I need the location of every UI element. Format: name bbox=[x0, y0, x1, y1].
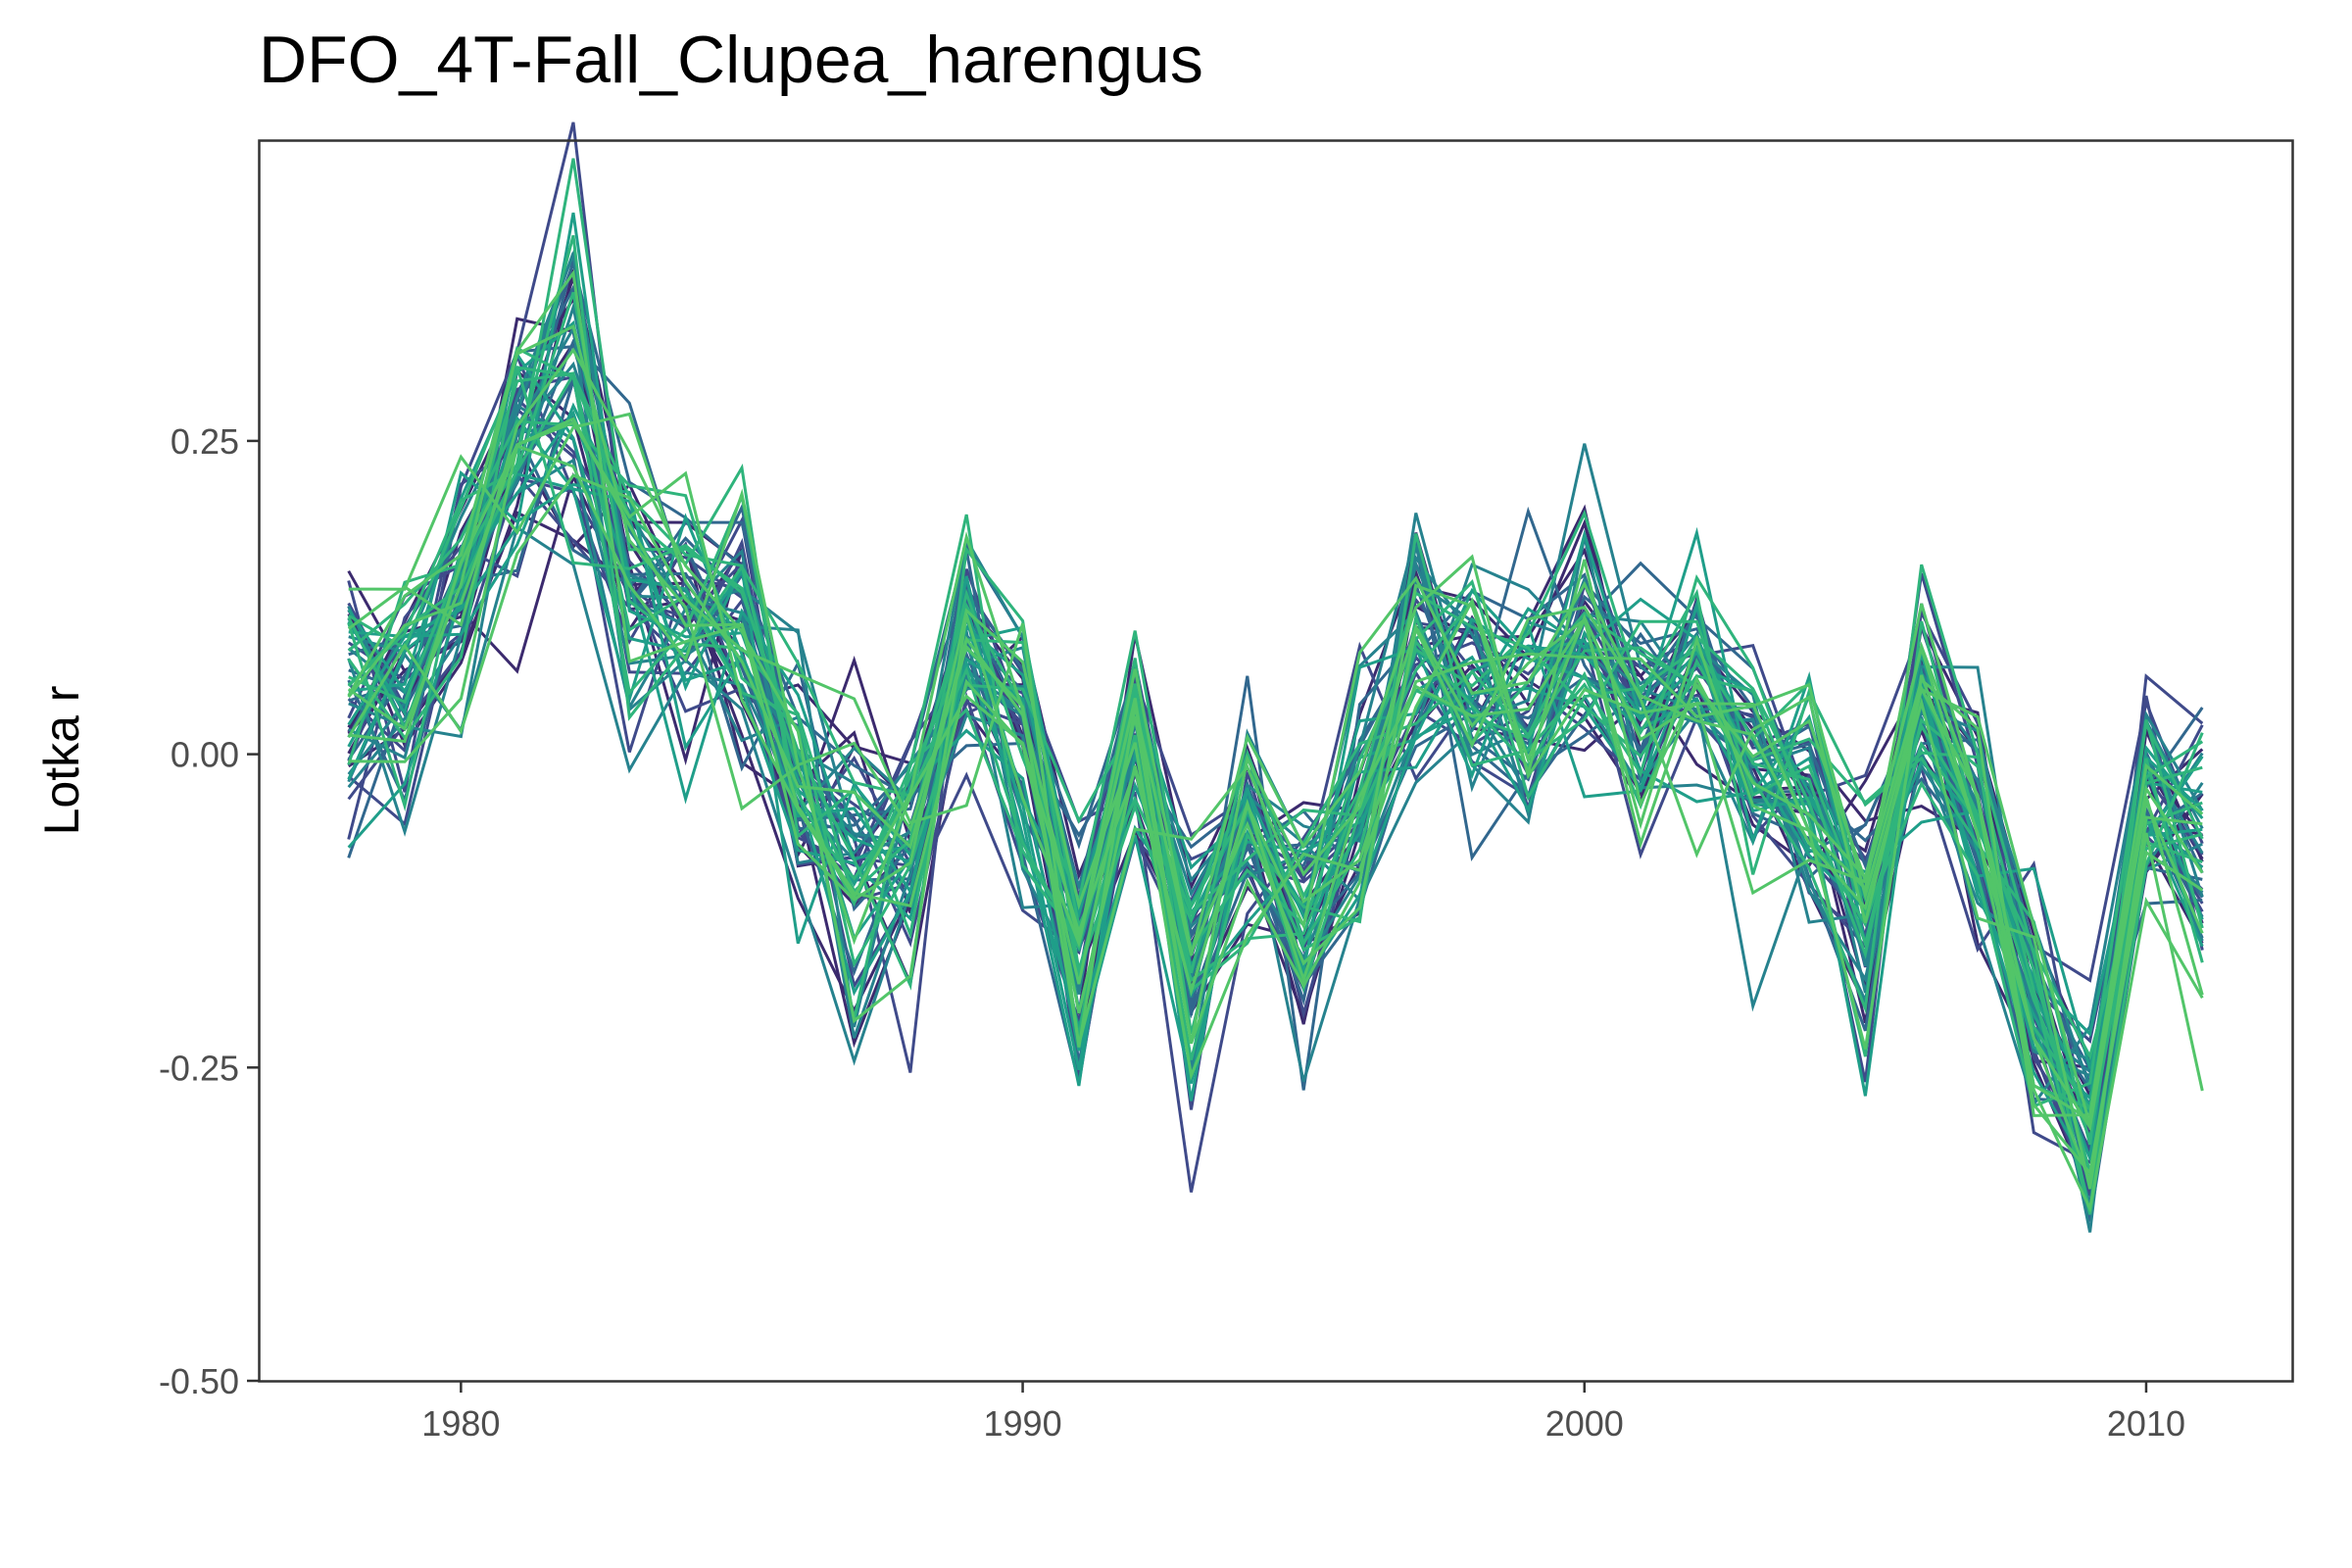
series-line bbox=[347, 324, 2204, 1188]
series-line bbox=[348, 412, 2204, 1123]
x-axis: 1980 1990 2000 2010 bbox=[421, 1381, 2185, 1444]
x-tick-label: 2000 bbox=[1545, 1403, 1624, 1444]
series-line bbox=[347, 234, 2204, 1214]
x-tick-label: 1990 bbox=[984, 1403, 1062, 1444]
y-tick-label: 0.00 bbox=[171, 735, 239, 775]
x-tick-label: 2010 bbox=[2107, 1403, 2185, 1444]
series-line bbox=[347, 419, 2203, 1061]
plot-panel-border bbox=[258, 139, 2294, 1383]
x-tick-label: 1980 bbox=[421, 1403, 500, 1444]
y-axis-title: Lotka r bbox=[34, 686, 89, 836]
series-line bbox=[347, 339, 2204, 1101]
series-layer bbox=[347, 122, 2204, 1233]
series-line bbox=[348, 346, 2204, 1215]
series-line bbox=[347, 407, 2204, 1152]
series-line bbox=[347, 347, 2204, 1132]
y-axis: 0.25 0.00 -0.25 -0.50 bbox=[159, 421, 259, 1401]
y-tick-label: 0.25 bbox=[171, 421, 239, 462]
series-line bbox=[347, 473, 2204, 1117]
series-line bbox=[348, 444, 2204, 1126]
chart-title: DFO_4T-Fall_Clupea_harengus bbox=[259, 23, 1203, 97]
y-tick-label: -0.25 bbox=[159, 1048, 239, 1088]
y-tick-label: -0.50 bbox=[159, 1361, 239, 1401]
